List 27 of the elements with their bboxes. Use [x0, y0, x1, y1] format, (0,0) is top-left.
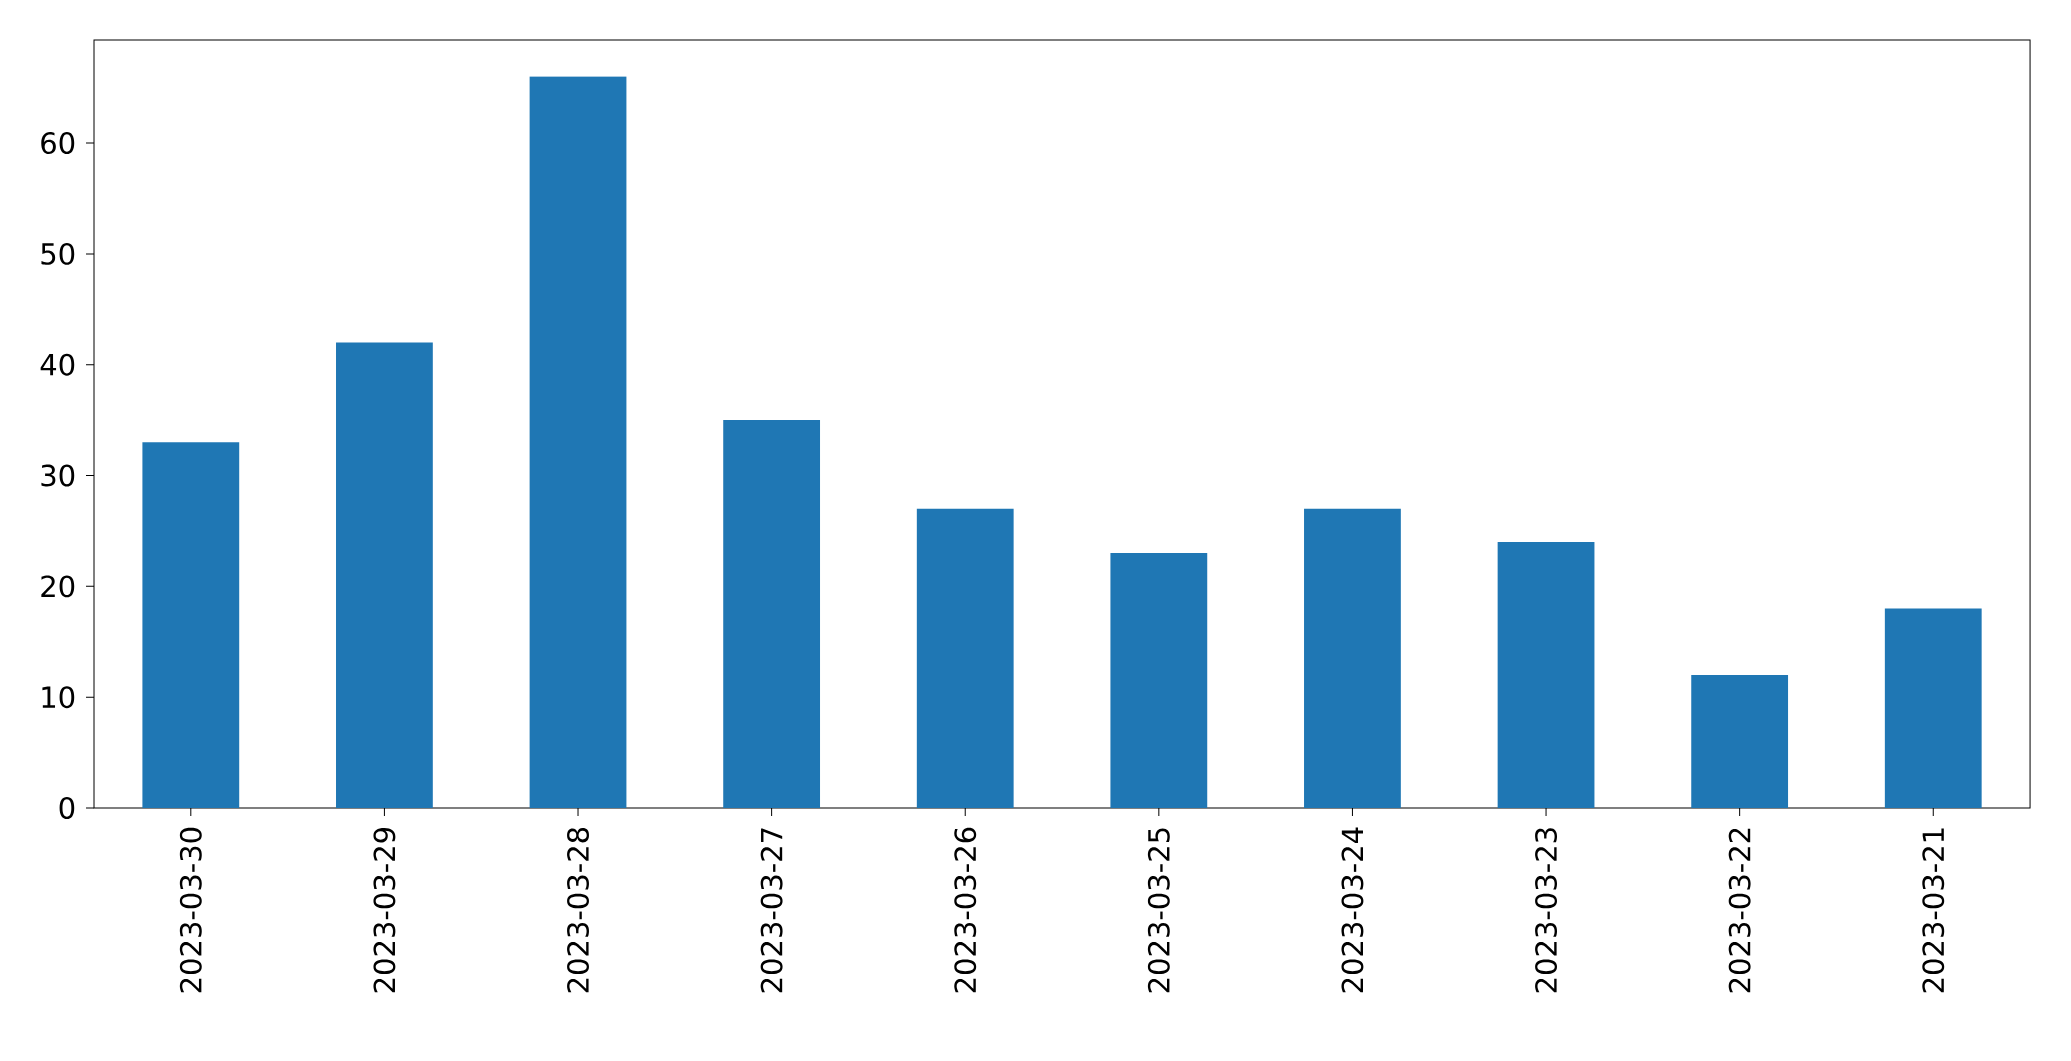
bar — [1304, 508, 1401, 808]
bar — [1691, 675, 1789, 808]
y-tick-label: 20 — [41, 575, 75, 598]
x-tick-label: 2023-03-22 — [1728, 828, 1751, 993]
y-tick-label: 50 — [41, 242, 75, 265]
x-tick-label: 2023-03-28 — [567, 827, 589, 993]
x-tick-label: 2023-03-24 — [1341, 827, 1364, 993]
y-tick-label: 30 — [41, 464, 75, 487]
y-tick-label: 40 — [40, 353, 75, 376]
bar — [1497, 542, 1595, 808]
bar — [529, 76, 627, 808]
bar — [1110, 553, 1208, 808]
x-tick-label: 2023-03-26 — [954, 827, 977, 993]
y-tick-label: 10 — [42, 686, 75, 709]
bar — [336, 342, 433, 808]
y-tick-label: 60 — [41, 132, 75, 155]
bar — [1884, 608, 1982, 808]
bar — [142, 442, 240, 808]
x-tick-label: 2023-03-27 — [760, 828, 783, 993]
x-tick-label: 2023-03-21 — [1922, 828, 1945, 993]
y-tick-label: 0 — [59, 797, 75, 819]
x-tick-label: 2023-03-25 — [1147, 828, 1170, 993]
x-tick-label: 2023-03-29 — [373, 827, 396, 993]
bar — [916, 508, 1014, 808]
bar — [723, 420, 821, 808]
x-tick-label: 2023-03-23 — [1535, 828, 1558, 993]
x-tick-label: 2023-03-30 — [179, 827, 202, 993]
